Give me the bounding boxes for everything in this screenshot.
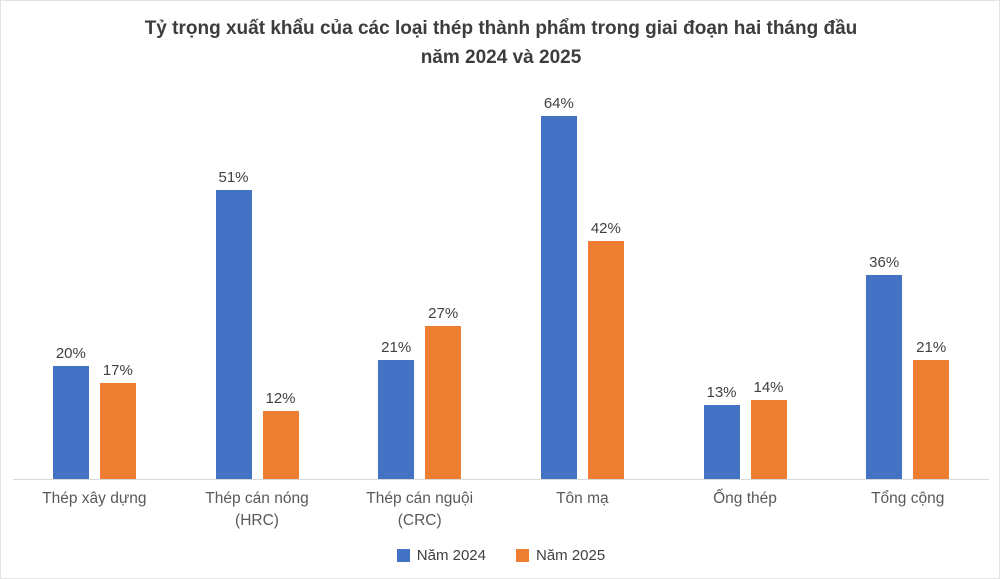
bar-cell: 27% xyxy=(425,305,462,479)
chart-title: Tỷ trọng xuất khẩu của các loại thép thà… xyxy=(13,15,989,72)
bar-cell: 42% xyxy=(587,220,624,479)
legend-label: Năm 2024 xyxy=(416,547,486,565)
bar-năm-2024 xyxy=(378,360,415,479)
bar-cell: 17% xyxy=(99,362,136,479)
bar-năm-2024 xyxy=(703,405,740,479)
legend-swatch-icon xyxy=(396,549,410,563)
bar-cell: 51% xyxy=(215,169,252,479)
bar-value-label: 36% xyxy=(869,254,900,271)
bar-cell: 36% xyxy=(866,254,903,479)
category-label: Ống thép xyxy=(713,490,777,507)
bar-chart: Tỷ trọng xuất khẩu của các loại thép thà… xyxy=(1,1,999,564)
bar-pair: 36% 21% xyxy=(866,82,950,479)
bar-group: 13% 14% xyxy=(664,82,827,479)
bar-pair: 64% 42% xyxy=(540,82,624,479)
legend-item: Năm 2024 xyxy=(396,547,486,565)
bar-value-label: 17% xyxy=(102,362,133,379)
bar-năm-2025 xyxy=(262,411,299,479)
bar-group: 20% 17% xyxy=(13,82,176,479)
plot-area: 20% 17% 51% 12% 21% 27% 64% 42% 13% 14% 36% 21% xyxy=(13,82,989,480)
bar-năm-2025 xyxy=(750,400,787,479)
bar-năm-2025 xyxy=(587,241,624,479)
bar-value-label: 21% xyxy=(381,339,412,356)
bar-value-label: 42% xyxy=(590,220,621,237)
bar-cell: 20% xyxy=(52,345,89,479)
category-label: Thép cán nguội (CRC) xyxy=(366,490,474,529)
bar-value-label: 27% xyxy=(428,305,459,322)
category-label: Thép xây dựng xyxy=(42,490,147,507)
bar-group: 51% 12% xyxy=(176,82,339,479)
category-axis: Thép xây dựng Thép cán nóng (HRC) Thép cán… xyxy=(13,488,989,531)
bar-value-label: 21% xyxy=(916,339,947,356)
bar-cell: 14% xyxy=(750,379,787,479)
bar-năm-2024 xyxy=(540,116,577,479)
bar-cell: 12% xyxy=(262,390,299,479)
bar-pair: 13% 14% xyxy=(703,82,787,479)
bar-cell: 13% xyxy=(703,384,740,479)
bar-cell: 64% xyxy=(540,95,577,479)
bar-cell: 21% xyxy=(913,339,950,479)
bar-value-label: 12% xyxy=(265,390,296,407)
bar-pair: 20% 17% xyxy=(52,82,136,479)
bar-value-label: 64% xyxy=(543,95,574,112)
bar-group: 36% 21% xyxy=(826,82,989,479)
bar-năm-2024 xyxy=(866,275,903,479)
bar-cell: 21% xyxy=(378,339,415,479)
category-label: Tổng cộng xyxy=(871,490,945,507)
chart-title-line-2: năm 2024 và 2025 xyxy=(420,46,582,68)
legend: Năm 2024 Năm 2025 xyxy=(13,547,989,564)
bar-năm-2025 xyxy=(913,360,950,479)
bar-pair: 51% 12% xyxy=(215,82,299,479)
bar-value-label: 20% xyxy=(55,345,86,362)
bar-value-label: 13% xyxy=(706,384,737,401)
category-label: Thép cán nóng (HRC) xyxy=(205,490,309,529)
bar-năm-2025 xyxy=(425,326,462,479)
chart-title-line-1: Tỷ trọng xuất khẩu của các loại thép thà… xyxy=(144,18,858,39)
bar-value-label: 51% xyxy=(218,169,249,186)
bar-năm-2025 xyxy=(99,383,136,479)
category-label: Tôn mạ xyxy=(556,490,609,507)
bar-pair: 21% 27% xyxy=(378,82,462,479)
bar-năm-2024 xyxy=(52,366,89,479)
bar-value-label: 14% xyxy=(753,379,784,396)
legend-item: Năm 2025 xyxy=(516,547,605,564)
bar-group: 21% 27% xyxy=(338,82,501,479)
bar-group: 64% 42% xyxy=(501,82,664,479)
legend-label: Năm 2025 xyxy=(536,547,606,565)
legend-swatch-icon xyxy=(516,549,529,563)
bar-năm-2024 xyxy=(215,190,252,479)
